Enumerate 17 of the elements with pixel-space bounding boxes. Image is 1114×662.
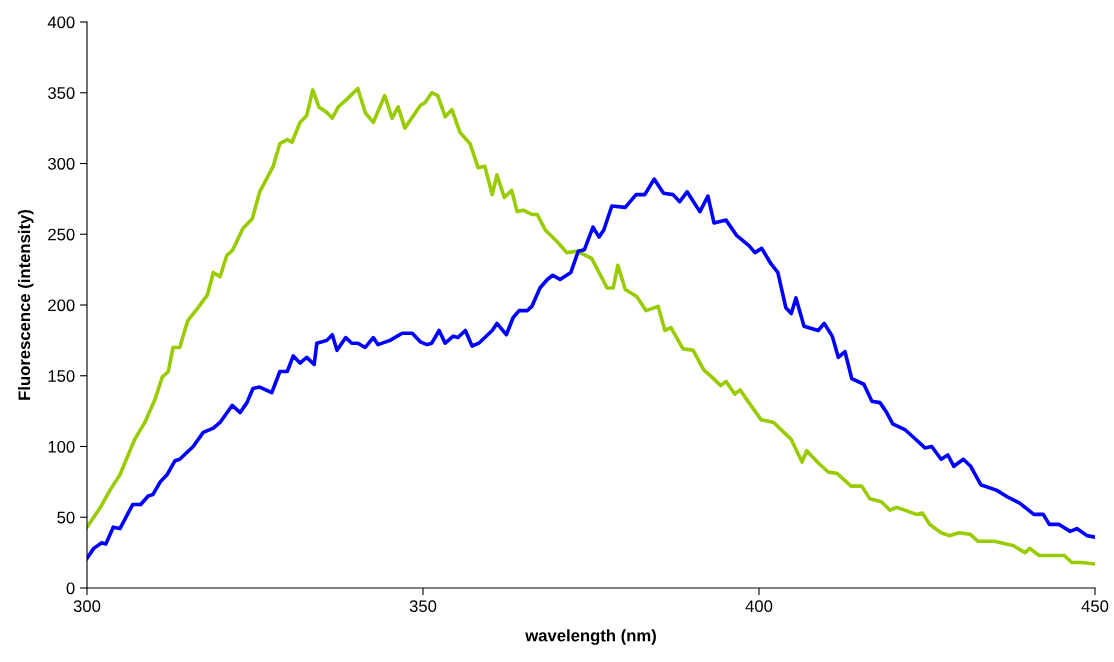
- y-tick-label: 0: [66, 582, 75, 595]
- y-tick-label: 300: [48, 157, 75, 170]
- x-tick-label: 450: [1081, 600, 1109, 613]
- y-axis-title: Fluorescence (intensity): [17, 209, 34, 400]
- y-tick-label: 50: [57, 511, 75, 524]
- y-tick-label: 200: [48, 299, 75, 312]
- x-tick-label: 300: [73, 600, 101, 613]
- x-tick-label: 350: [409, 600, 437, 613]
- y-tick-label: 350: [48, 87, 75, 99]
- y-tick-label: 400: [47, 16, 75, 29]
- y-tick-label: 100: [48, 440, 75, 453]
- line-series: [87, 86, 1095, 566]
- y-tick-label: 250: [48, 228, 75, 241]
- line-series: [87, 177, 1095, 561]
- y-tick-label: 150: [48, 370, 75, 382]
- x-tick-label: 400: [745, 600, 773, 613]
- x-axis-title: wavelength (nm): [525, 629, 656, 645]
